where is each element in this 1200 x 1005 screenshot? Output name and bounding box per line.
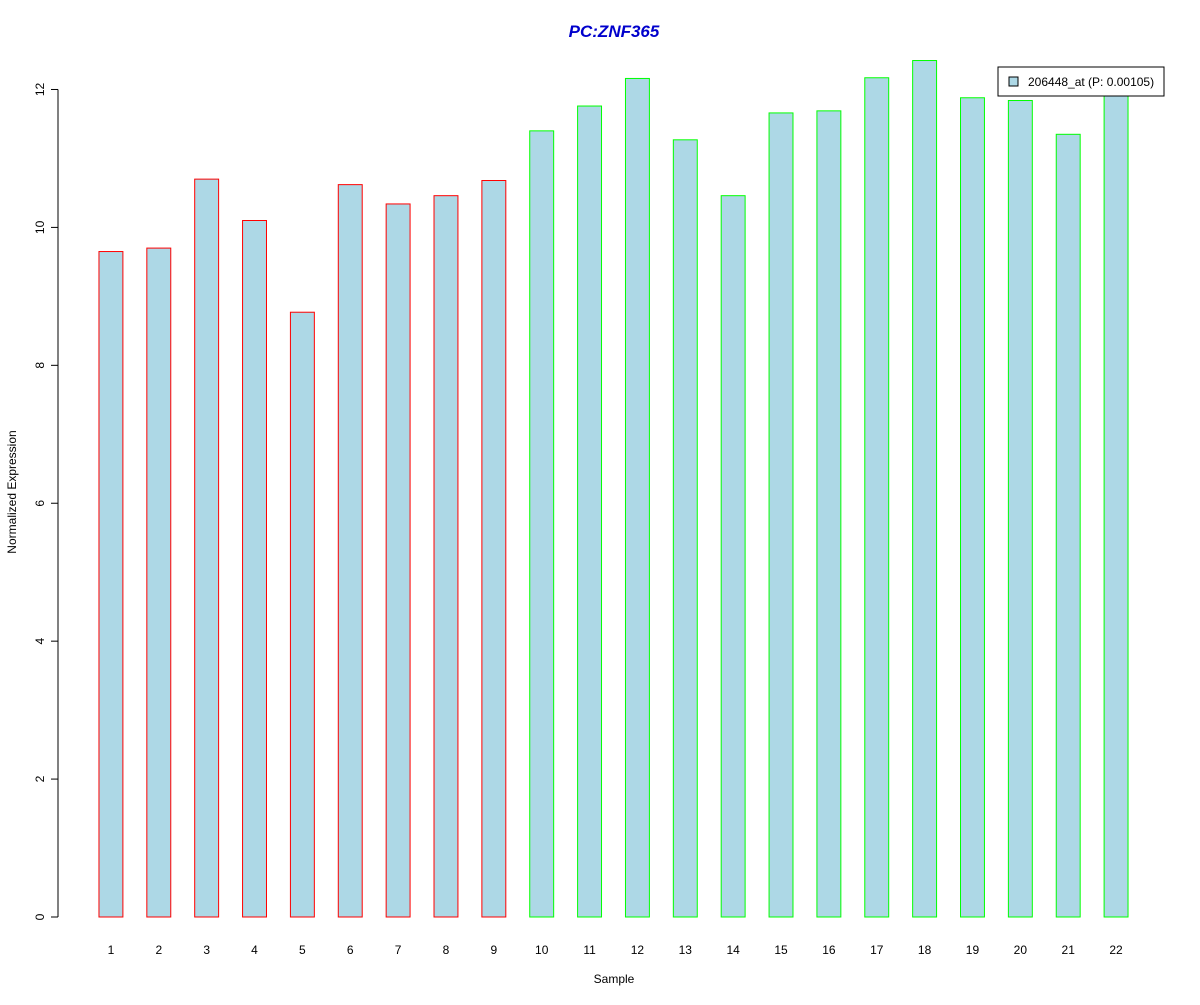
bar-sample-18	[912, 60, 938, 918]
chart-title: PC:ZNF365	[569, 22, 660, 41]
x-tick-label: 21	[1062, 943, 1076, 957]
y-tick-label: 12	[33, 82, 47, 96]
bar-sample-19	[960, 97, 985, 918]
y-tick-label: 10	[33, 220, 47, 234]
x-tick-label: 19	[966, 943, 980, 957]
x-tick-label: 13	[679, 943, 693, 957]
x-tick-label: 3	[203, 943, 210, 957]
bar-sample-1	[98, 251, 124, 918]
x-tick-label: 1	[108, 943, 115, 957]
x-tick-label: 14	[726, 943, 740, 957]
x-tick-label: 22	[1109, 943, 1123, 957]
x-tick-label: 8	[443, 943, 450, 957]
legend-swatch	[1008, 76, 1019, 87]
bar-sample-3	[194, 178, 220, 918]
x-tick-label: 18	[918, 943, 932, 957]
y-axis: 0 2 4 6 8 10 12	[33, 82, 59, 920]
bar-sample-17	[864, 77, 890, 918]
x-tick-label: 10	[535, 943, 549, 957]
bar-sample-7	[385, 203, 411, 918]
bar-sample-20	[1007, 100, 1033, 918]
bar-sample-2	[146, 247, 172, 918]
x-tick-label: 5	[299, 943, 306, 957]
bar-sample-12	[624, 77, 650, 918]
bars-group	[98, 60, 1129, 918]
x-tick-label: 6	[347, 943, 354, 957]
bar-sample-11	[577, 105, 603, 918]
x-tick-labels: 1 2 3 4 5 6 7 8 9 10 11 12 13 14 15 16 17 18 19 20 21 22	[108, 943, 1123, 957]
x-tick-label: 15	[774, 943, 788, 957]
y-tick-label: 6	[33, 500, 47, 507]
bar-sample-9	[481, 180, 507, 918]
bar-sample-10	[529, 130, 555, 918]
bar-sample-8	[433, 195, 459, 918]
x-axis-label: Sample	[594, 972, 635, 986]
legend: 206448_at (P: 0.00105)	[997, 66, 1165, 97]
x-tick-label: 12	[631, 943, 645, 957]
x-tick-label: 9	[490, 943, 497, 957]
bar-sample-15	[768, 112, 794, 918]
bar-sample-21	[1055, 133, 1081, 918]
x-tick-label: 16	[822, 943, 836, 957]
x-tick-label: 7	[395, 943, 402, 957]
bar-sample-13	[672, 139, 698, 918]
bar-sample-6	[337, 184, 363, 918]
x-tick-label: 20	[1014, 943, 1028, 957]
x-tick-label: 11	[583, 943, 596, 957]
y-tick-label: 0	[33, 913, 47, 920]
legend-box	[997, 66, 1165, 97]
x-tick-label: 4	[251, 943, 258, 957]
bar-sample-22	[1103, 87, 1129, 918]
bar-sample-5	[289, 311, 315, 918]
x-tick-label: 17	[870, 943, 884, 957]
y-tick-label: 2	[33, 775, 47, 782]
y-tick-label: 4	[33, 638, 47, 645]
x-tick-label: 2	[155, 943, 162, 957]
bar-sample-4	[242, 220, 267, 918]
y-tick-label: 8	[33, 362, 47, 369]
bar-sample-16	[816, 110, 842, 918]
bar-sample-14	[720, 195, 746, 918]
legend-series-label: 206448_at (P: 0.00105)	[1028, 75, 1154, 89]
y-axis-label: Normalized Expression	[5, 430, 19, 553]
